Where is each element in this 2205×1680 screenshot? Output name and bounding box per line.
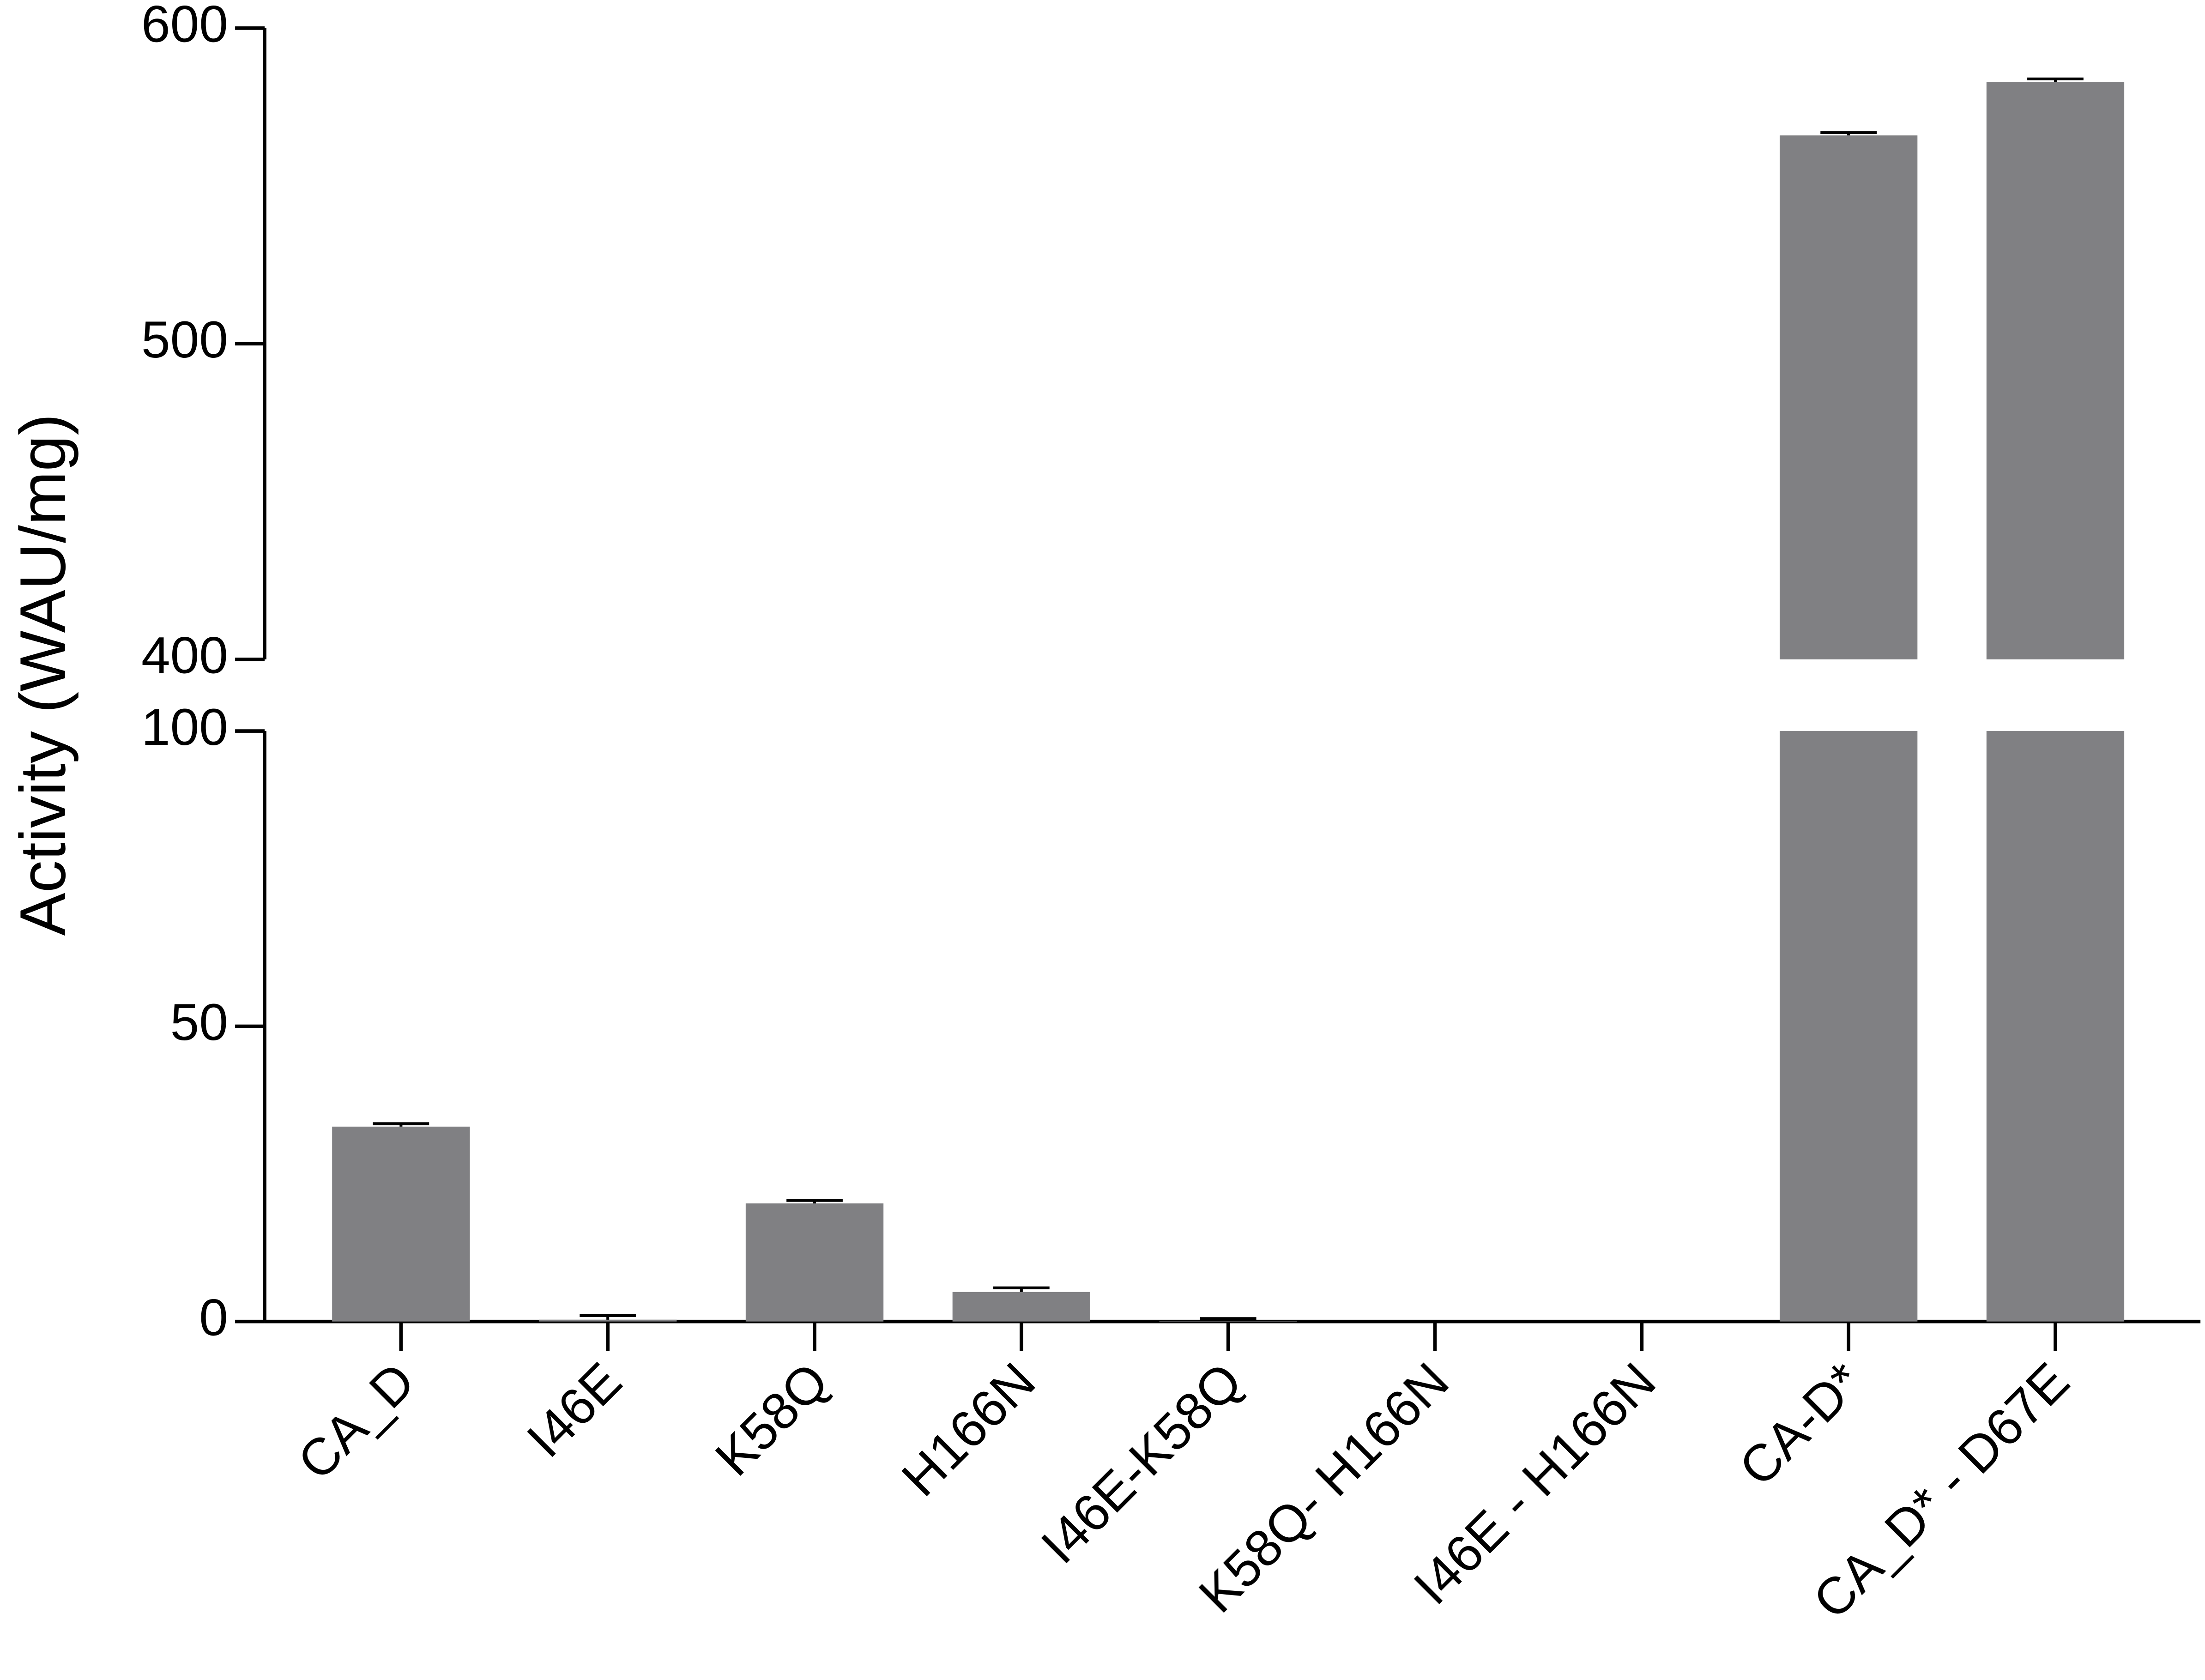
bar [539,1319,677,1322]
y-tick-label: 50 [170,993,228,1051]
bar [1986,82,2125,659]
bar [1779,135,1918,659]
bar [745,1203,884,1322]
x-tick-label: CA-D* [1728,1352,1873,1497]
x-tick-label: H166N [890,1352,1046,1507]
y-tick-label: 500 [141,310,228,369]
bar [952,1292,1091,1322]
bar [332,1126,470,1322]
y-tick-label: 100 [141,698,228,756]
y-tick-label: 0 [199,1288,228,1346]
x-tick-label: CA_D [286,1352,426,1491]
x-tick-label: I46E-K58Q [1030,1352,1253,1575]
x-tick-label: K58Q [704,1352,840,1487]
x-tick-label: I46E [516,1352,633,1468]
bar [1986,731,2125,1322]
y-tick-label: 400 [141,626,228,684]
bar [1779,731,1918,1322]
y-tick-label: 600 [141,0,228,53]
y-axis-title: Activity (WAU/mg) [6,414,79,936]
